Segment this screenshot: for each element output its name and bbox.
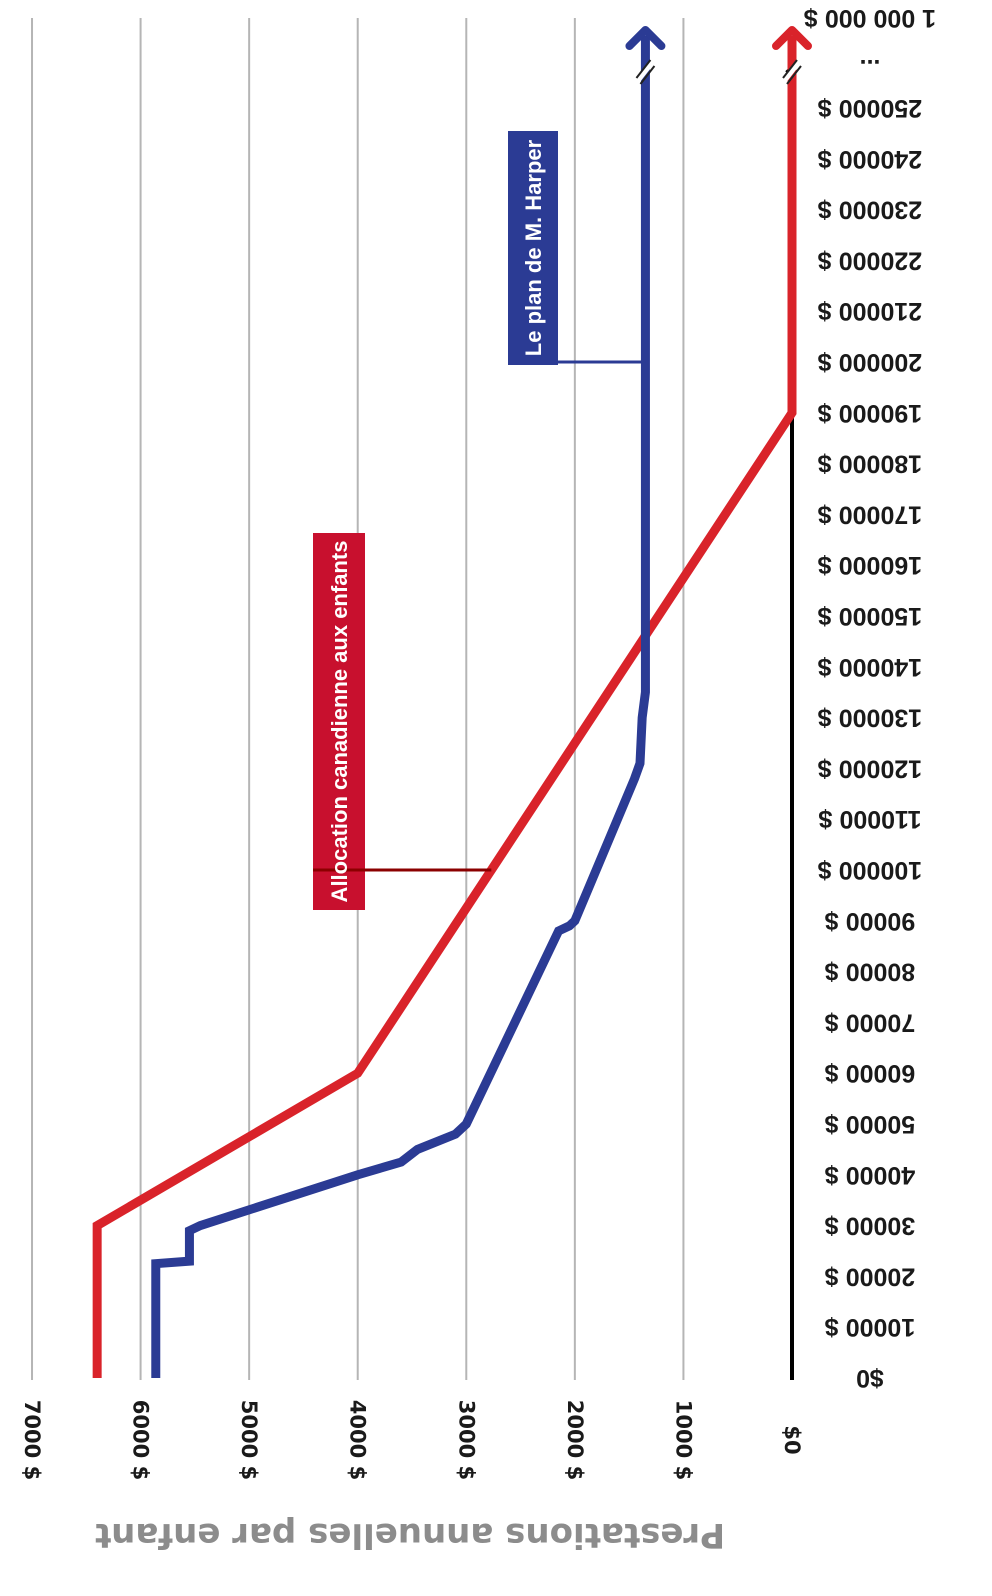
income-tick-label: 10000 $ xyxy=(825,1313,915,1341)
benefit-tick-label: 4000 $ xyxy=(346,1400,370,1480)
series-break-mark xyxy=(786,65,802,85)
income-tick-label: 1 000 000 $ xyxy=(804,4,936,32)
benefit-tick-label: $0 xyxy=(780,1425,804,1454)
income-tick-label: 110000 $ xyxy=(818,805,921,833)
benefit-tick-label: 5000 $ xyxy=(237,1400,261,1480)
series-label-box-0 xyxy=(313,533,365,910)
income-tick-label: 100000 $ xyxy=(818,856,922,884)
benefit-tick-label: 6000 $ xyxy=(129,1400,153,1480)
income-tick-label: 30000 $ xyxy=(825,1212,915,1240)
y-axis-title: Prestations annuelles par enfant xyxy=(95,1515,725,1555)
income-tick-label: 180000 $ xyxy=(818,450,922,478)
income-tick-label: 140000 $ xyxy=(818,653,922,681)
income-tick-label: $0 xyxy=(856,1364,884,1392)
series-arrowhead-0 xyxy=(772,26,812,50)
income-tick-label: 200000 $ xyxy=(818,348,922,376)
series-label-1: Le plan de M. Harper xyxy=(521,139,546,356)
income-tick-label: 190000 $ xyxy=(818,399,922,427)
income-tick-label: 70000 $ xyxy=(825,1008,915,1036)
income-tick-label: 120000 $ xyxy=(818,754,922,782)
series-break-mark xyxy=(782,59,798,79)
benefit-tick-label: 3000 $ xyxy=(454,1400,478,1480)
income-tick-label: 90000 $ xyxy=(825,907,915,935)
series-label-0: Allocation canadienne aux enfants xyxy=(327,541,352,903)
gridlines xyxy=(31,18,685,1380)
income-tick-label: 50000 $ xyxy=(825,1110,915,1138)
series-break-mark xyxy=(639,65,656,85)
income-tick-label: ... xyxy=(860,54,881,82)
income-tick-label: 20000 $ xyxy=(825,1262,915,1290)
benefit-tick-label: 2000 $ xyxy=(563,1400,587,1480)
series-break-gap xyxy=(783,60,801,82)
series-line-1 xyxy=(151,108,650,1378)
income-tick-label: 130000 $ xyxy=(818,704,922,732)
benefit-tick-label: 7000 $ xyxy=(20,1400,44,1480)
series-label-box-1 xyxy=(508,131,558,365)
series-break-gap xyxy=(636,60,655,82)
income-tick-label: 150000 $ xyxy=(818,602,922,630)
series-arrowhead-1 xyxy=(625,26,666,50)
income-tick-label: 160000 $ xyxy=(818,551,922,579)
series-labels: Allocation canadienne aux enfants Le plan… xyxy=(313,131,646,910)
series-lines xyxy=(92,26,812,1378)
income-tick-label: 170000 $ xyxy=(818,500,922,528)
series-line-0 xyxy=(92,108,797,1378)
series-break-mark xyxy=(635,59,652,79)
income-tick-label: 80000 $ xyxy=(825,958,915,986)
benefit-tick-labels: $0 1000 $ 2000 $ 3000 $ 4000 $ 5000 $ 6000 $ 70… xyxy=(20,1400,804,1480)
income-tick-label: 250000 $ xyxy=(818,94,922,122)
income-tick-label: 230000 $ xyxy=(818,196,922,224)
income-tick-label: 60000 $ xyxy=(825,1059,915,1087)
income-tick-label: 220000 $ xyxy=(818,246,922,274)
income-tick-labels: $0 10000 $ 20000 $ 30000 $ 40000 $ 50000 $ 600… xyxy=(804,4,936,1392)
income-tick-label: 240000 $ xyxy=(818,145,922,173)
income-tick-label: 210000 $ xyxy=(818,297,922,325)
income-tick-label: 40000 $ xyxy=(825,1161,915,1189)
benefit-tick-label: 1000 $ xyxy=(671,1400,695,1480)
